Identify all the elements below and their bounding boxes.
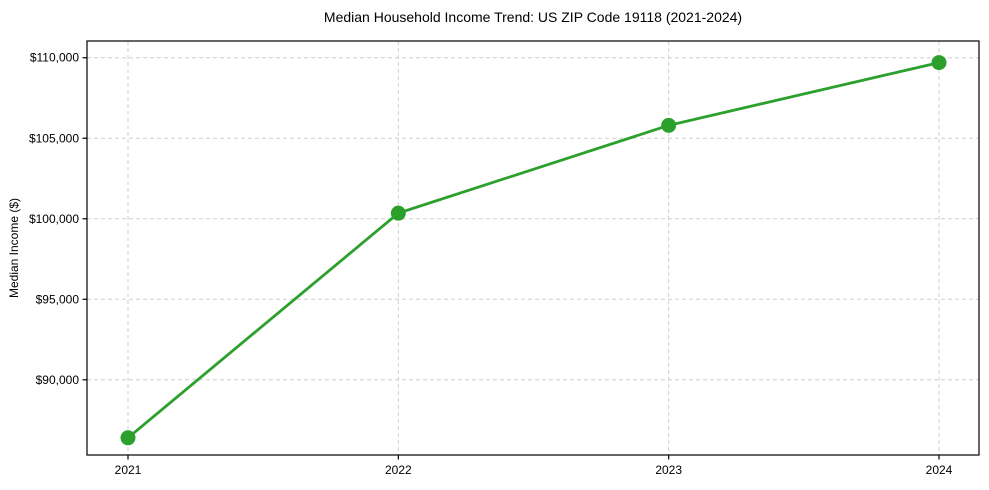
chart-title: Median Household Income Trend: US ZIP Co…: [323, 9, 743, 25]
x-tick-label-2024: 2024: [926, 463, 953, 477]
trend-line-median-household-income: [126, 61, 941, 440]
data-point-2021: [120, 430, 136, 446]
x-tick-label-2021: 2021: [115, 463, 142, 477]
data-point-2023: [661, 117, 677, 133]
y-tick-label-100000: $100,000: [29, 212, 79, 226]
x-tick-label-2022: 2022: [385, 463, 412, 477]
plot-frame: [86, 40, 980, 456]
y-tick-label-110000: $110,000: [30, 51, 79, 65]
y-tick-label-105000: $105,000: [29, 131, 79, 145]
data-point-2024: [931, 55, 947, 71]
y-tick-label-90000: $90,000: [36, 373, 80, 387]
x-tick-label-2023: 2023: [655, 463, 682, 477]
y-tick-label-95000: $95,000: [36, 292, 80, 306]
data-point-2022: [390, 205, 406, 221]
y-axis-label: Median Income ($): [7, 197, 21, 299]
